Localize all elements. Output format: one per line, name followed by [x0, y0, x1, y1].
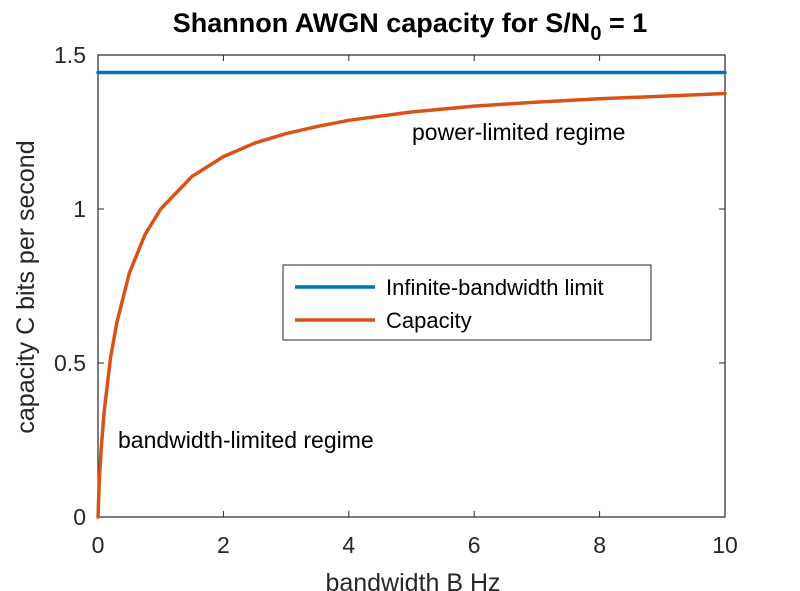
- x-tick-label: 4: [342, 532, 355, 558]
- annotation-bandwidth-limited: bandwidth-limited regime: [118, 427, 374, 453]
- legend-label-capacity: Capacity: [386, 308, 472, 333]
- chart-title: Shannon AWGN capacity for S/N0 = 1: [173, 8, 647, 45]
- legend-box: [282, 264, 652, 341]
- x-axis-label: bandwidth B Hz: [325, 569, 500, 591]
- series-line-capacity: [96, 91, 727, 519]
- series-layer: [96, 70, 727, 519]
- y-tick-label: 1: [73, 196, 86, 222]
- x-tick-label: 0: [92, 532, 105, 558]
- chart-title-subscript: 0: [590, 23, 601, 45]
- x-tick-label: 8: [593, 532, 606, 558]
- x-tick-label: 6: [468, 532, 481, 558]
- legend: Infinite-bandwidth limit Capacity: [282, 264, 652, 341]
- x-axis: 0 2 4 6 8 10: [92, 55, 738, 558]
- y-axis-label: capacity C bits per second: [12, 140, 40, 433]
- chart-title-suffix: = 1: [601, 8, 647, 38]
- chart-title-main: Shannon AWGN capacity for S/N: [173, 8, 591, 38]
- annotation-power-limited: power-limited regime: [412, 119, 625, 145]
- y-tick-label: 0.5: [54, 350, 86, 376]
- y-axis: 0 0.5 1 1.5: [54, 42, 725, 530]
- y-tick-label: 1.5: [54, 42, 86, 68]
- x-tick-label: 10: [712, 532, 738, 558]
- x-tick-label: 2: [217, 532, 230, 558]
- y-tick-label: 0: [73, 504, 86, 530]
- legend-label-infinite-bandwidth: Infinite-bandwidth limit: [386, 275, 604, 300]
